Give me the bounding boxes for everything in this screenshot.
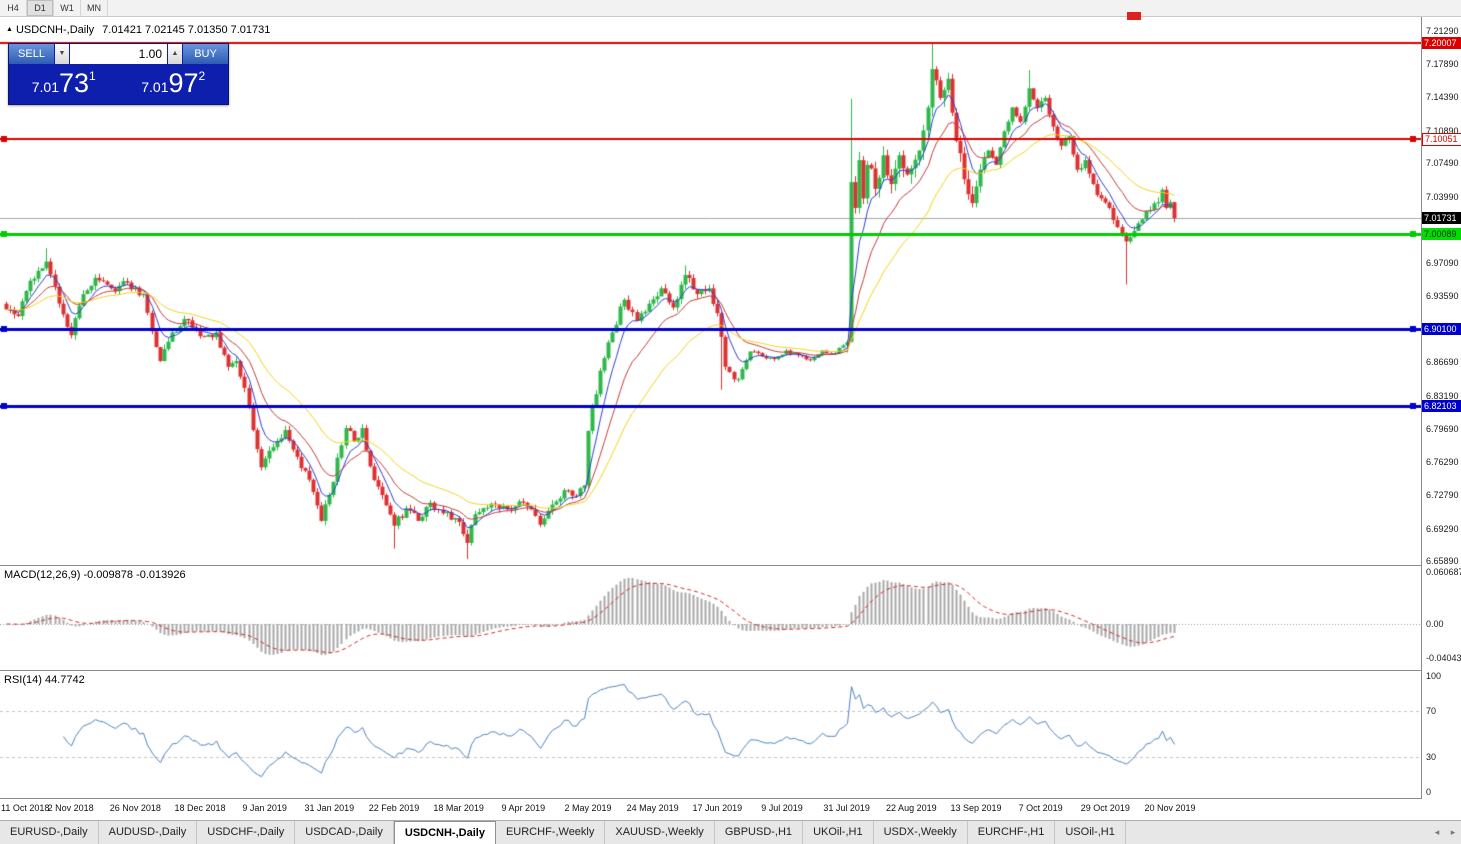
price-axis[interactable]: 7.21290 7.17890 7.14390 7.10890 7.07490 7.039… — [1421, 17, 1461, 799]
price-line-label: 7.01731 — [1422, 212, 1461, 225]
chart-shift-marker — [1127, 12, 1141, 20]
price-tick: 6.65890 — [1426, 556, 1459, 567]
price-tick: 7.17890 — [1426, 58, 1459, 69]
sell-price-display: 7.01731 — [31, 68, 96, 98]
rsi-axis-tick: 30 — [1426, 752, 1437, 763]
chart-tab-xauusd-weekly[interactable]: XAUUSD-,Weekly — [605, 821, 715, 844]
price-tick: 6.93590 — [1426, 291, 1459, 302]
macd-axis-tick: 0.060687 — [1426, 567, 1461, 578]
date-label: 29 Oct 2019 — [1080, 803, 1130, 813]
period-button-w1[interactable]: W1 — [54, 0, 81, 16]
pane-separator[interactable] — [0, 565, 1461, 566]
pane-separator[interactable] — [0, 798, 1461, 799]
rsi-label: RSI(14) 44.7742 — [4, 674, 85, 686]
chart-symbol-period: USDCNH-,Daily — [15, 24, 95, 36]
date-label: 11 Oct 2018 — [1, 803, 50, 813]
macd-indicator-canvas[interactable] — [0, 566, 1421, 670]
chart-tabs-bar: EURUSD-,Daily AUDUSD-,Daily USDCHF-,Daily U… — [0, 820, 1461, 844]
volume-increase-button[interactable]: ▲ — [168, 44, 182, 64]
price-line-label: 6.82103 — [1422, 400, 1461, 413]
price-tick: 7.14390 — [1426, 92, 1459, 103]
chart-tab-eurusd-daily[interactable]: EURUSD-,Daily — [0, 821, 99, 844]
chart-tab-usdchf-daily[interactable]: USDCHF-,Daily — [197, 821, 296, 844]
date-label: 13 Sep 2019 — [950, 803, 1002, 813]
macd-axis-tick: 0.00 — [1426, 619, 1444, 629]
rsi-axis-tick: 70 — [1426, 705, 1437, 716]
price-tick: 6.69290 — [1426, 523, 1459, 534]
chart-tab-ukoil-h1[interactable]: UKOil-,H1 — [803, 821, 874, 844]
date-label: 18 Dec 2018 — [174, 803, 226, 813]
price-tick: 7.07490 — [1426, 158, 1459, 169]
period-button-d1[interactable]: D1 — [27, 0, 54, 16]
date-label: 31 Jan 2019 — [304, 803, 355, 813]
sell-button[interactable]: SELL — [9, 44, 54, 64]
rsi-indicator-canvas[interactable] — [0, 671, 1421, 798]
tab-scroll-left-icon[interactable]: ◂ — [1434, 827, 1440, 837]
price-tick: 7.03990 — [1426, 191, 1459, 202]
volume-decrease-button[interactable]: ▼ — [55, 44, 69, 64]
chart-tab-usdcad-daily[interactable]: USDCAD-,Daily — [295, 821, 394, 844]
price-tick: 6.79690 — [1426, 424, 1459, 435]
one-click-trade-panel: SELL ▼ 1.00 ▲ BUY 7.01731 7.01972 — [8, 43, 229, 105]
volume-input[interactable]: 1.00 — [70, 44, 167, 64]
date-label: 17 Jun 2019 — [692, 803, 743, 813]
date-label: 22 Feb 2019 — [368, 803, 420, 813]
chart-tab-usoil-h1[interactable]: USOil-,H1 — [1055, 821, 1126, 844]
date-label: 22 Aug 2019 — [886, 803, 937, 813]
collapse-triangle-icon[interactable]: ▲ — [6, 26, 13, 33]
price-tick: 6.86690 — [1426, 357, 1459, 368]
buy-button[interactable]: BUY — [183, 44, 228, 64]
date-label: 18 Mar 2019 — [433, 803, 484, 813]
rsi-axis-tick: 0 — [1426, 787, 1432, 797]
date-label: 26 Nov 2018 — [109, 803, 161, 813]
macd-axis-tick: -0.040432 — [1426, 653, 1461, 664]
price-tick: 7.21290 — [1426, 26, 1459, 36]
date-label: 20 Nov 2019 — [1144, 803, 1196, 813]
price-line-label: 7.00089 — [1422, 227, 1461, 240]
price-tick: 6.76290 — [1426, 456, 1459, 467]
date-label: 2 May 2019 — [564, 803, 612, 813]
chart-tab-eurchf-weekly[interactable]: EURCHF-,Weekly — [496, 821, 606, 844]
tab-scroll-buttons: ◂ ▸ — [1429, 821, 1461, 844]
chart-tab-usdx-weekly[interactable]: USDX-,Weekly — [874, 821, 968, 844]
period-button-mn[interactable]: MN — [81, 0, 108, 16]
chart-tab-audusd-daily[interactable]: AUDUSD-,Daily — [99, 821, 198, 844]
price-tick: 6.83190 — [1426, 390, 1459, 401]
rsi-axis-tick: 100 — [1426, 671, 1442, 681]
macd-label: MACD(12,26,9) -0.009878 -0.013926 — [4, 569, 186, 581]
date-label: 24 May 2019 — [626, 803, 679, 813]
date-label: 31 Jul 2019 — [823, 803, 870, 813]
chart-window: ▲ USDCNH-,Daily 7.01421 7.02145 7.01350 7.… — [0, 17, 1461, 820]
price-tick: 6.97090 — [1426, 257, 1459, 268]
price-line-label: 7.10051 — [1422, 132, 1461, 146]
price-tick: 6.72790 — [1426, 490, 1459, 501]
tab-scroll-right-icon[interactable]: ▸ — [1450, 827, 1456, 837]
period-toolbar: H4 D1 W1 MN — [0, 0, 1461, 17]
chart-tab-usdcnh-daily[interactable]: USDCNH-,Daily — [393, 821, 496, 844]
time-axis[interactable]: 11 Oct 2018 2 Nov 2018 26 Nov 2018 18 Dec 2… — [0, 799, 1421, 819]
chart-title: ▲ USDCNH-,Daily 7.01421 7.02145 7.01350 7.… — [6, 24, 270, 36]
date-label: 9 Jul 2019 — [761, 803, 803, 813]
period-button-h4[interactable]: H4 — [0, 0, 27, 16]
date-label: 7 Oct 2019 — [1018, 803, 1063, 813]
buy-price-display: 7.01972 — [141, 68, 206, 98]
date-label: 2 Nov 2018 — [47, 803, 94, 813]
price-chart-canvas[interactable] — [0, 17, 1421, 565]
price-line-label: 7.20007 — [1422, 37, 1461, 50]
date-label: 9 Apr 2019 — [501, 803, 546, 813]
chart-ohlc-readout: 7.01421 7.02145 7.01350 7.01731 — [102, 24, 271, 36]
pane-separator[interactable] — [0, 670, 1461, 671]
chart-tab-gbpusd-h1[interactable]: GBPUSD-,H1 — [715, 821, 804, 844]
price-tick: 7.10890 — [1426, 125, 1459, 136]
chart-tab-eurchf-h1[interactable]: EURCHF-,H1 — [968, 821, 1056, 844]
price-line-label: 6.90100 — [1422, 323, 1461, 336]
date-label: 9 Jan 2019 — [242, 803, 287, 813]
